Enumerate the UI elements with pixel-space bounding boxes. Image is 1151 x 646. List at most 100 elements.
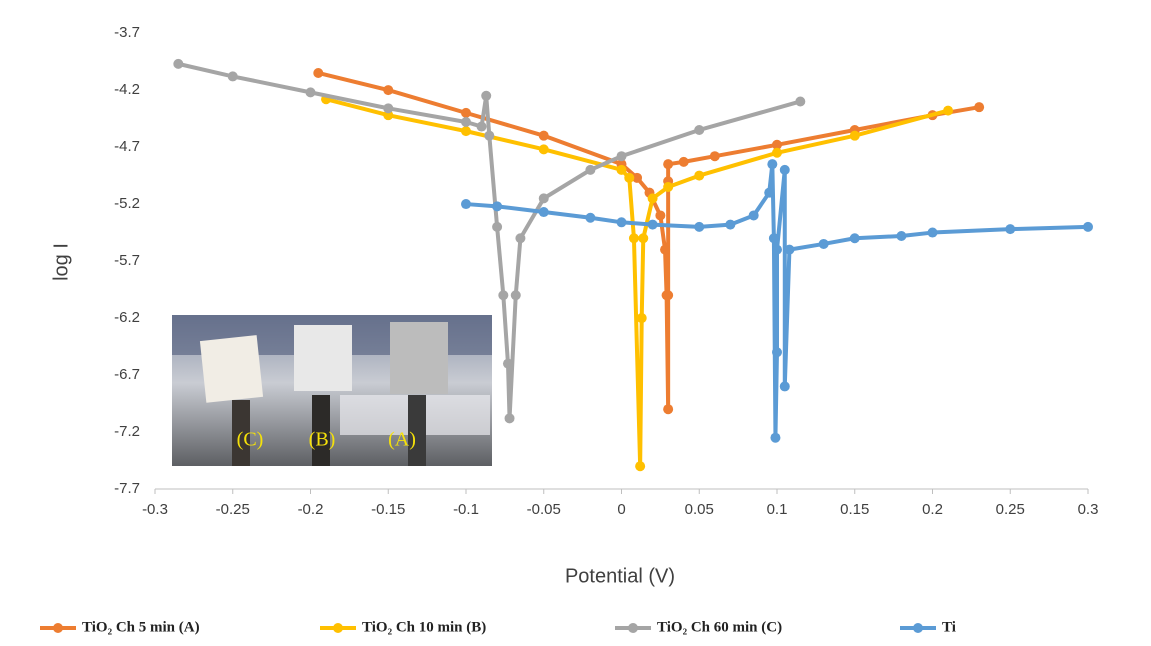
- inset-label: (C): [237, 429, 264, 451]
- data-point: [617, 165, 627, 175]
- data-point: [710, 151, 720, 161]
- y-tick-label: -4.7: [114, 138, 140, 155]
- x-tick-label: -0.15: [371, 501, 405, 518]
- data-point: [585, 213, 595, 223]
- data-point: [585, 165, 595, 175]
- data-point: [503, 359, 513, 369]
- y-tick-label: -7.7: [114, 480, 140, 497]
- data-point: [484, 131, 494, 141]
- x-axis-title: Potential (V): [565, 565, 675, 587]
- data-point: [663, 182, 673, 192]
- data-point: [749, 210, 759, 220]
- data-point: [306, 87, 316, 97]
- legend-label: TiO₂ Ch 10 min (B): [362, 619, 486, 635]
- x-tick-label: 0.2: [922, 501, 943, 518]
- data-point: [896, 231, 906, 241]
- data-point: [764, 188, 774, 198]
- y-tick-label: -7.2: [114, 423, 140, 440]
- legend-label: TiO₂ Ch 60 min (C): [657, 619, 782, 635]
- data-point: [638, 233, 648, 243]
- inset-label: (B): [309, 429, 336, 451]
- y-axis-title: log I: [50, 243, 72, 281]
- data-point: [1005, 224, 1015, 234]
- data-point: [539, 207, 549, 217]
- data-point: [655, 210, 665, 220]
- data-point: [694, 171, 704, 181]
- x-tick-label: -0.05: [527, 501, 561, 518]
- data-point: [461, 108, 471, 118]
- data-point: [383, 103, 393, 113]
- data-point: [648, 193, 658, 203]
- x-tick-label: 0.3: [1078, 501, 1099, 518]
- data-point: [617, 151, 627, 161]
- x-tick-label: 0.25: [996, 501, 1025, 518]
- data-point: [383, 85, 393, 95]
- data-point: [477, 122, 487, 132]
- y-tick-label: -3.7: [114, 24, 140, 41]
- data-point: [784, 245, 794, 255]
- y-tick-label: -6.7: [114, 366, 140, 383]
- data-point: [539, 193, 549, 203]
- data-point: [819, 239, 829, 249]
- y-tick-label: -5.7: [114, 252, 140, 269]
- x-tick-label: -0.3: [142, 501, 168, 518]
- legend: TiO₂ Ch 5 min (A) TiO₂ Ch 10 min (B) TiO₂ …: [40, 619, 956, 635]
- x-tick-label: 0.05: [685, 501, 714, 518]
- data-point: [173, 59, 183, 69]
- data-point: [694, 222, 704, 232]
- data-point: [663, 404, 673, 414]
- data-point: [772, 347, 782, 357]
- data-point: [767, 159, 777, 169]
- data-point: [770, 433, 780, 443]
- x-tick-label: -0.25: [216, 501, 250, 518]
- data-point: [663, 290, 673, 300]
- data-point: [1083, 222, 1093, 232]
- y-tick-label: -4.2: [114, 81, 140, 98]
- data-point: [974, 102, 984, 112]
- x-tick-label: 0: [617, 501, 625, 518]
- legend-label: TiO₂ Ch 5 min (A): [82, 619, 200, 635]
- y-tick-label: -5.2: [114, 195, 140, 212]
- data-point: [769, 233, 779, 243]
- data-point: [617, 217, 627, 227]
- data-point: [481, 91, 491, 101]
- data-point: [850, 131, 860, 141]
- data-point: [461, 117, 471, 127]
- data-point: [928, 228, 938, 238]
- legend-marker: [628, 623, 638, 633]
- data-point: [461, 126, 471, 136]
- data-point: [663, 159, 673, 169]
- chart: Potential (V) log I -3.7 -4.2 -4.7 -5.2 -5.7…: [0, 0, 1151, 641]
- data-point: [313, 68, 323, 78]
- data-point: [780, 381, 790, 391]
- data-point: [505, 413, 515, 423]
- series-line: [466, 164, 1088, 438]
- data-point: [228, 71, 238, 81]
- data-point: [780, 165, 790, 175]
- legend-marker: [333, 623, 343, 633]
- legend-label: Ti: [942, 619, 956, 635]
- data-point: [635, 461, 645, 471]
- data-point: [679, 157, 689, 167]
- data-point: [772, 245, 782, 255]
- data-point: [539, 131, 549, 141]
- data-point: [694, 125, 704, 135]
- x-tick-label: -0.1: [453, 501, 479, 518]
- data-point: [515, 233, 525, 243]
- data-point: [795, 96, 805, 106]
- data-point: [461, 199, 471, 209]
- data-point: [637, 313, 647, 323]
- data-point: [624, 173, 634, 183]
- x-tick-label: 0.1: [767, 501, 788, 518]
- legend-marker: [913, 623, 923, 633]
- data-point: [943, 106, 953, 116]
- y-tick-label: -6.2: [114, 309, 140, 326]
- data-point: [511, 290, 521, 300]
- data-point: [725, 220, 735, 230]
- data-point: [539, 144, 549, 154]
- data-point: [648, 220, 658, 230]
- data-point: [492, 201, 502, 211]
- data-point: [772, 148, 782, 158]
- x-tick-label: -0.2: [298, 501, 324, 518]
- page: {"chart_data": {"type": "line", "x_label…: [0, 0, 1151, 646]
